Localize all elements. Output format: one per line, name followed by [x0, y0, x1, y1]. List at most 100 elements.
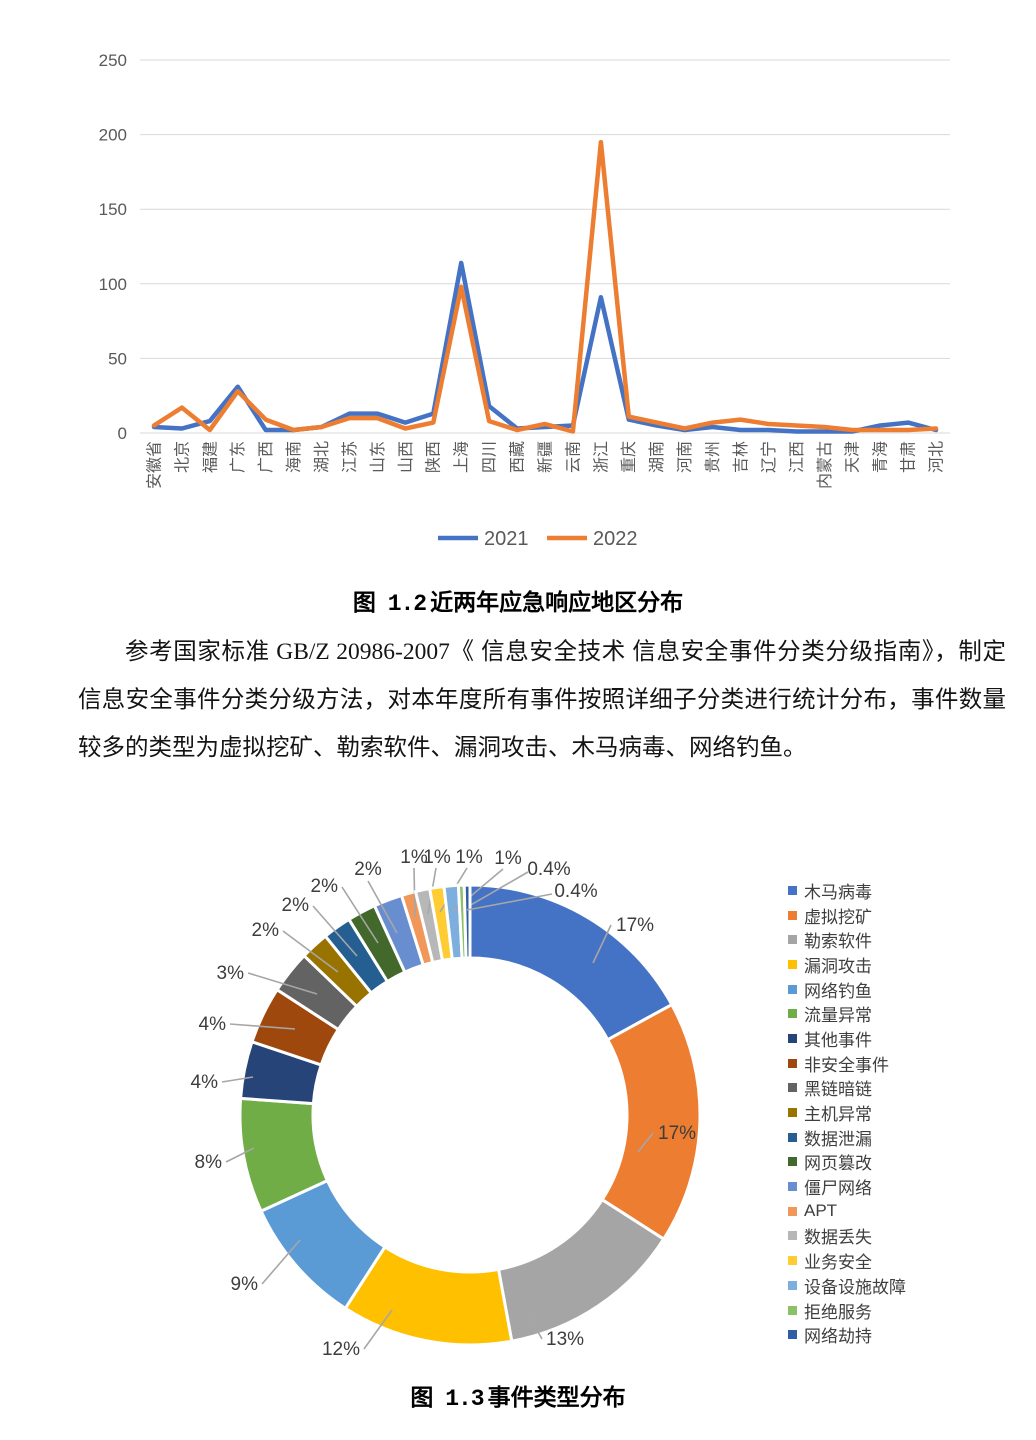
- legend-swatch: [788, 1280, 797, 1290]
- legend-swatch: [788, 1009, 797, 1019]
- slice-pct-label: 17%: [616, 915, 654, 936]
- x-axis-category-label: 江西: [788, 441, 806, 473]
- slice-pct-label: 1%: [400, 847, 428, 868]
- legend-item: 业务安全: [788, 1248, 906, 1273]
- legend-label: APT: [804, 1201, 838, 1221]
- x-axis-category-label: 广东: [229, 441, 247, 473]
- legend-swatch: [788, 1132, 797, 1142]
- legend-item: 其他事件: [788, 1026, 906, 1051]
- leader-line: [221, 1076, 254, 1083]
- slice-pct-label: 17%: [658, 1123, 696, 1144]
- x-axis-category-label: 广西: [257, 441, 275, 473]
- legend-label: 黑链暗链: [804, 1080, 872, 1100]
- figure-1-3-number: 图 1.3: [410, 1386, 484, 1412]
- legend-label: 业务安全: [804, 1253, 872, 1273]
- slice-pct-label: 1%: [423, 847, 451, 868]
- legend-label: 非安全事件: [804, 1055, 889, 1075]
- slice-pct-label: 2%: [282, 895, 310, 916]
- x-axis-category-label: 湖南: [648, 441, 666, 473]
- legend-item: 僵尸网络: [788, 1174, 906, 1199]
- donut-chart: 17%17%13%12%9%8%4%4%3%2%2%2%2%1%1% 1% 1%0.…: [191, 847, 702, 1360]
- legend-label: 数据丢失: [804, 1228, 872, 1248]
- x-axis-category-label: 青海: [872, 441, 890, 473]
- figure-1-3-title: 事件类型分布: [487, 1385, 626, 1410]
- y-axis-tick-label: 250: [99, 51, 127, 70]
- slice-pct-label: 12%: [322, 1339, 360, 1360]
- legend-label: 流量异常: [804, 1006, 872, 1026]
- x-axis-category-label: 天津: [844, 441, 862, 473]
- x-axis-category-label: 云南: [564, 441, 582, 473]
- slice-pct-label: 2%: [311, 876, 339, 897]
- leader-line: [229, 1023, 296, 1030]
- x-axis-category-label: 四川: [482, 441, 499, 473]
- legend-label: 网络劫持: [804, 1327, 872, 1347]
- x-axis-category-label: 重庆: [620, 441, 638, 473]
- donut-legend: 木马病毒虚拟挖矿勒索软件 漏洞攻击网络钓鱼流量异常其他事件非安全事件黑链暗链主机异…: [788, 878, 906, 1347]
- leader-line: [312, 905, 358, 957]
- y-axis-tick-label: 100: [99, 275, 127, 294]
- leader-line: [225, 1147, 255, 1163]
- leader-line: [261, 1239, 301, 1285]
- figure-1-3-caption: 图 1.3 事件类型分布: [0, 1378, 1036, 1412]
- x-axis-category-label: 山西: [397, 441, 415, 473]
- x-axis-category-label: 新疆: [536, 441, 554, 473]
- leader-line: [341, 886, 379, 944]
- x-axis-category-label: 西藏: [509, 441, 527, 473]
- legend-swatch: [788, 1157, 797, 1167]
- x-axis-category-label: 海南: [285, 441, 303, 473]
- figure-1-2-number: 图 1.2: [352, 591, 427, 617]
- x-axis-category-label: 湖北: [313, 441, 331, 473]
- slice-pct-label: 8%: [195, 1152, 223, 1173]
- legend-item: 拒绝服务: [788, 1298, 906, 1323]
- legend-swatch: [788, 1182, 797, 1192]
- legend-swatch: [788, 1231, 797, 1241]
- legend-item: 数据丢失: [788, 1224, 906, 1249]
- legend-item: 主机异常: [788, 1100, 906, 1125]
- legend-label: 数据泄漏: [804, 1129, 872, 1149]
- x-axis-category-label: 浙江: [592, 441, 610, 473]
- x-axis-category-label: 吉林: [732, 441, 750, 473]
- figure-1-2-title: 近两年应急响应地区分布: [430, 590, 684, 615]
- legend-label: 虚拟挖矿: [804, 907, 872, 927]
- legend-label: 木马病毒: [804, 882, 872, 902]
- x-axis-category-label: 江苏: [341, 441, 359, 473]
- x-axis-category-label: 内蒙古: [816, 441, 834, 489]
- leader-line: [363, 1309, 393, 1350]
- slice-pct-label: 9%: [231, 1274, 259, 1295]
- slice-pct-label: 0.4%: [527, 859, 570, 880]
- leader-line: [637, 1132, 654, 1153]
- legend-item: 木马病毒: [788, 878, 906, 903]
- slice-pct-label: 4%: [199, 1014, 227, 1035]
- x-axis-category-label: 辽宁: [760, 441, 778, 473]
- leader-line: [466, 893, 553, 911]
- legend-label: 2021: [484, 528, 529, 550]
- x-axis-category-label: 安徽省: [145, 441, 163, 489]
- x-axis-category-label: 甘肃: [900, 441, 918, 473]
- legend-item: 网页篡改: [788, 1150, 906, 1175]
- legend-label: 网络钓鱼: [804, 981, 872, 1001]
- legend-item: 黑链暗链: [788, 1076, 906, 1101]
- legend-label: 勒索软件: [804, 932, 872, 952]
- legend-label: 主机异常: [804, 1105, 872, 1125]
- legend-label: 拒绝服务: [804, 1302, 872, 1322]
- legend-swatch: [788, 885, 797, 895]
- legend-swatch: [788, 1206, 797, 1216]
- figure-1-2-caption: 图 1.2 近两年应急响应地区分布: [0, 583, 1036, 617]
- legend-swatch: [788, 1305, 797, 1315]
- legend-item: 设备设施故障: [788, 1273, 906, 1298]
- line-chart: 0 50 100 150 200 250 安徽省 北京 福建 广东 广西 海南 湖北 江苏 山东 山西 陕西 上海…: [99, 51, 950, 550]
- legend-swatch: [788, 1083, 797, 1093]
- legend-item: 网络钓鱼: [788, 977, 906, 1002]
- legend-item: 数据泄漏: [788, 1125, 906, 1150]
- slice-pct-label: 1%: [455, 847, 483, 868]
- legend-swatch: [788, 984, 797, 994]
- slice-pct-label: 1%: [494, 848, 522, 869]
- x-axis-category-label: 上海: [453, 441, 471, 473]
- slice-pct-label: 3%: [217, 963, 245, 984]
- legend-label: 其他事件: [804, 1030, 872, 1050]
- donut-slice: [462, 883, 472, 960]
- legend-label: 僵尸网络: [804, 1179, 872, 1199]
- legend-item: 漏洞攻击: [788, 952, 906, 977]
- y-axis-tick-label: 150: [99, 200, 127, 219]
